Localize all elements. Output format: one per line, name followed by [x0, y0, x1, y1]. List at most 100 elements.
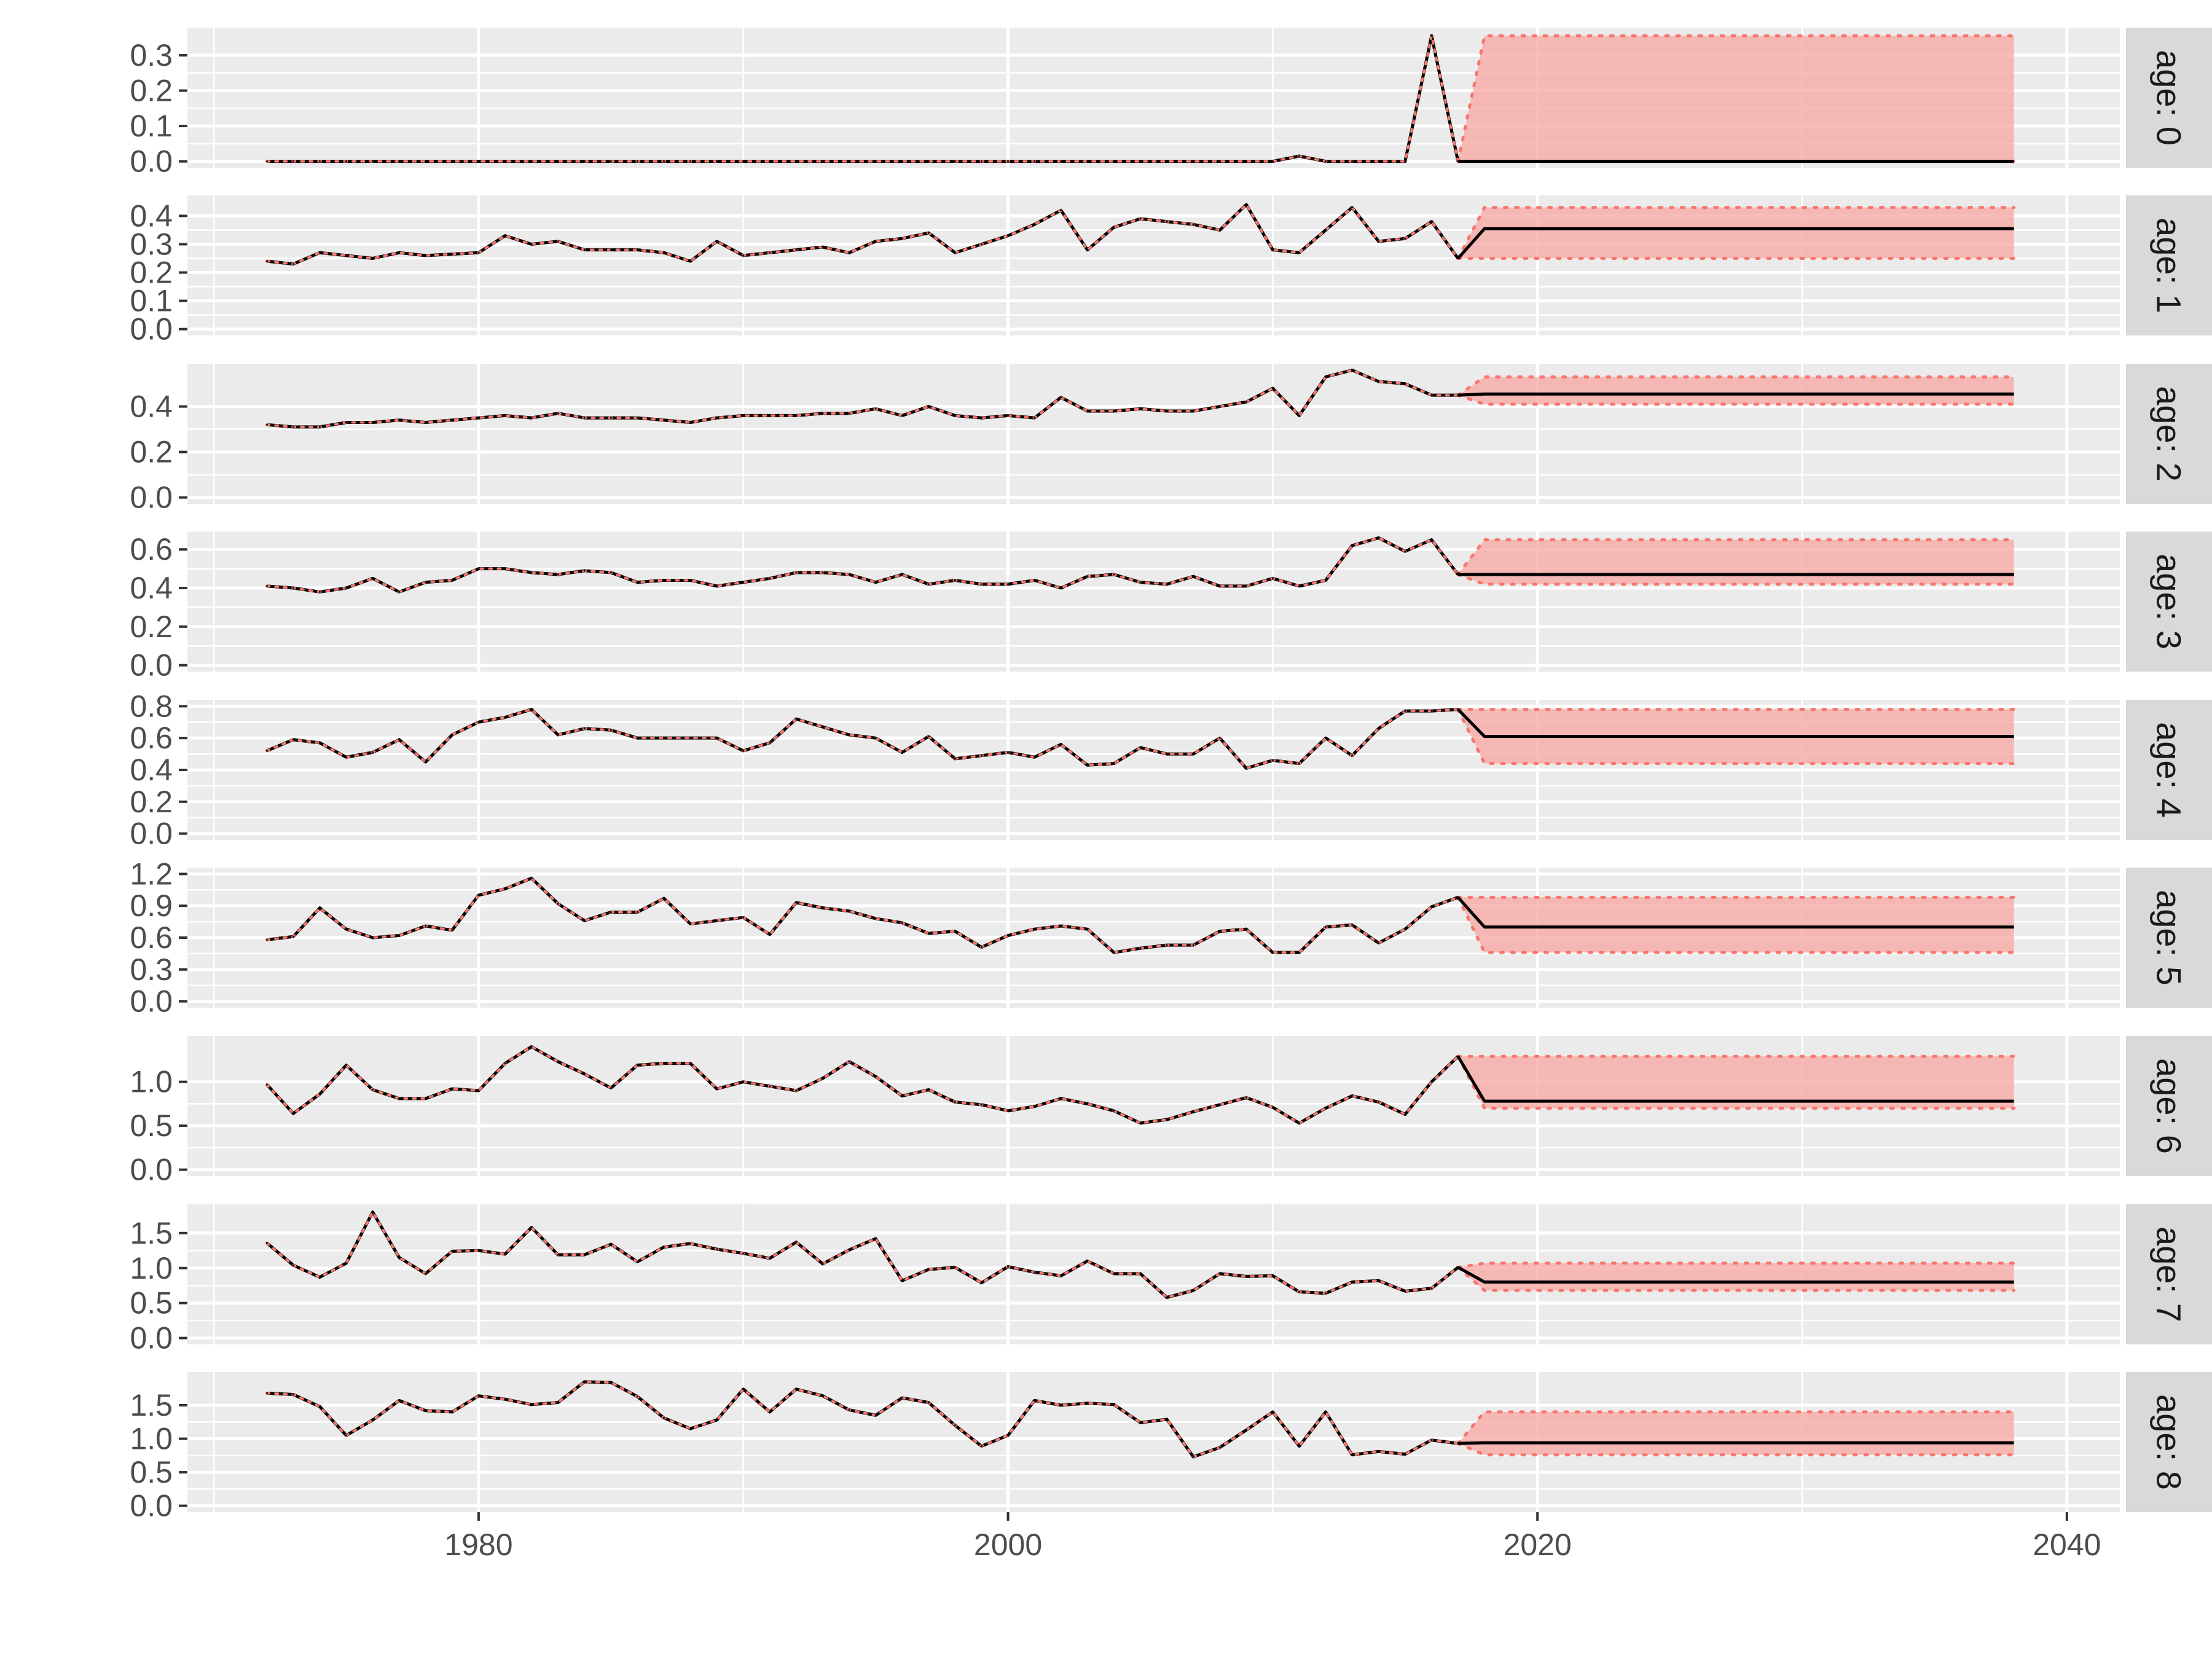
data-point — [398, 935, 401, 937]
data-point — [583, 1073, 586, 1075]
data-point — [1192, 1456, 1194, 1458]
data-point — [477, 251, 480, 254]
y-tick-label: 0.5 — [130, 1286, 173, 1320]
data-point — [583, 249, 586, 251]
data-point — [636, 1261, 638, 1263]
data-point — [769, 160, 771, 163]
data-point — [1007, 751, 1010, 753]
data-point — [557, 160, 559, 163]
facet-strip-label: age: 6 — [2150, 1058, 2189, 1154]
projection-ribbon — [1457, 1056, 2014, 1108]
data-point — [822, 907, 824, 909]
data-point — [1166, 221, 1168, 223]
data-point — [954, 160, 956, 163]
data-point — [716, 417, 718, 419]
data-point — [636, 581, 638, 584]
facet-strip-label: age: 4 — [2150, 722, 2189, 818]
y-tick-label: 0.0 — [130, 984, 173, 1019]
y-tick-label: 1.5 — [130, 1216, 173, 1250]
data-point — [689, 421, 692, 423]
data-point — [530, 1403, 533, 1406]
data-point — [345, 587, 347, 589]
data-point — [954, 1424, 956, 1427]
facet-strip — [2126, 700, 2212, 840]
data-point — [1457, 708, 1459, 711]
data-point — [372, 257, 374, 259]
data-point — [1086, 1260, 1089, 1262]
data-point — [1007, 160, 1010, 163]
data-point — [1430, 906, 1433, 908]
projection-upper-bound — [1456, 34, 2016, 163]
data-point — [1007, 235, 1010, 237]
y-tick-label: 0.4 — [130, 390, 173, 424]
data-point — [1325, 1411, 1327, 1413]
data-point — [292, 935, 294, 938]
data-point — [848, 1249, 850, 1251]
data-point — [318, 1276, 321, 1279]
data-point — [848, 910, 850, 912]
data-point — [980, 946, 982, 949]
data-point — [980, 1445, 982, 1448]
data-point — [530, 877, 533, 879]
data-point — [345, 1064, 347, 1067]
y-tick-label: 0.6 — [130, 721, 173, 755]
data-point — [874, 581, 877, 584]
x-tick-label: 2000 — [974, 1528, 1042, 1562]
data-point — [795, 571, 798, 574]
y-tick-label: 0.2 — [130, 785, 173, 819]
data-point — [1086, 1402, 1089, 1405]
facet-strip — [2126, 531, 2212, 672]
data-point — [557, 903, 559, 905]
data-point — [1166, 944, 1168, 946]
data-point — [1271, 577, 1274, 579]
series-dotted-overlay — [265, 1209, 1459, 1299]
data-point — [1404, 383, 1406, 385]
data-point — [292, 1264, 294, 1266]
data-point — [636, 1395, 638, 1398]
data-point — [716, 240, 718, 243]
data-point — [425, 925, 427, 927]
y-tick-label: 0.1 — [130, 109, 173, 143]
data-point — [1245, 585, 1247, 587]
data-point — [636, 249, 638, 251]
data-point — [398, 739, 401, 741]
data-point — [1378, 1450, 1380, 1453]
data-point — [1351, 924, 1354, 926]
data-point — [927, 1402, 930, 1404]
panel-3: 0.0 0.2 0.4 0.6 age: 3 — [130, 531, 2212, 683]
data-point — [583, 728, 586, 730]
data-point — [1007, 935, 1010, 937]
x-tick-label: 2020 — [1504, 1528, 1572, 1562]
data-point — [1351, 369, 1354, 371]
data-point — [1457, 896, 1459, 898]
data-point — [1086, 1102, 1089, 1105]
data-point — [848, 160, 850, 163]
data-point — [795, 1241, 798, 1244]
data-point — [1245, 1096, 1247, 1099]
data-point — [1325, 1107, 1327, 1110]
y-tick-label: 0.2 — [130, 435, 173, 469]
data-point — [504, 235, 506, 237]
data-point — [689, 1062, 692, 1065]
facet-strip — [2126, 364, 2212, 504]
projection-ribbon — [1457, 897, 2014, 953]
data-point — [1113, 160, 1115, 163]
data-point — [1325, 737, 1327, 739]
data-point — [583, 919, 586, 922]
data-point — [901, 237, 903, 240]
data-point — [954, 414, 956, 417]
series-dotted-overlay — [265, 1045, 1459, 1125]
data-point — [1060, 587, 1062, 589]
data-point — [425, 254, 427, 257]
data-point — [583, 417, 586, 419]
series-dotted-overlay — [265, 369, 1459, 428]
data-point — [1060, 209, 1062, 211]
data-point — [927, 406, 930, 408]
data-point — [848, 1409, 850, 1411]
data-point — [398, 251, 401, 254]
data-point — [1033, 1271, 1036, 1274]
data-point — [372, 160, 374, 163]
facet-strip-label: age: 7 — [2150, 1226, 2189, 1322]
